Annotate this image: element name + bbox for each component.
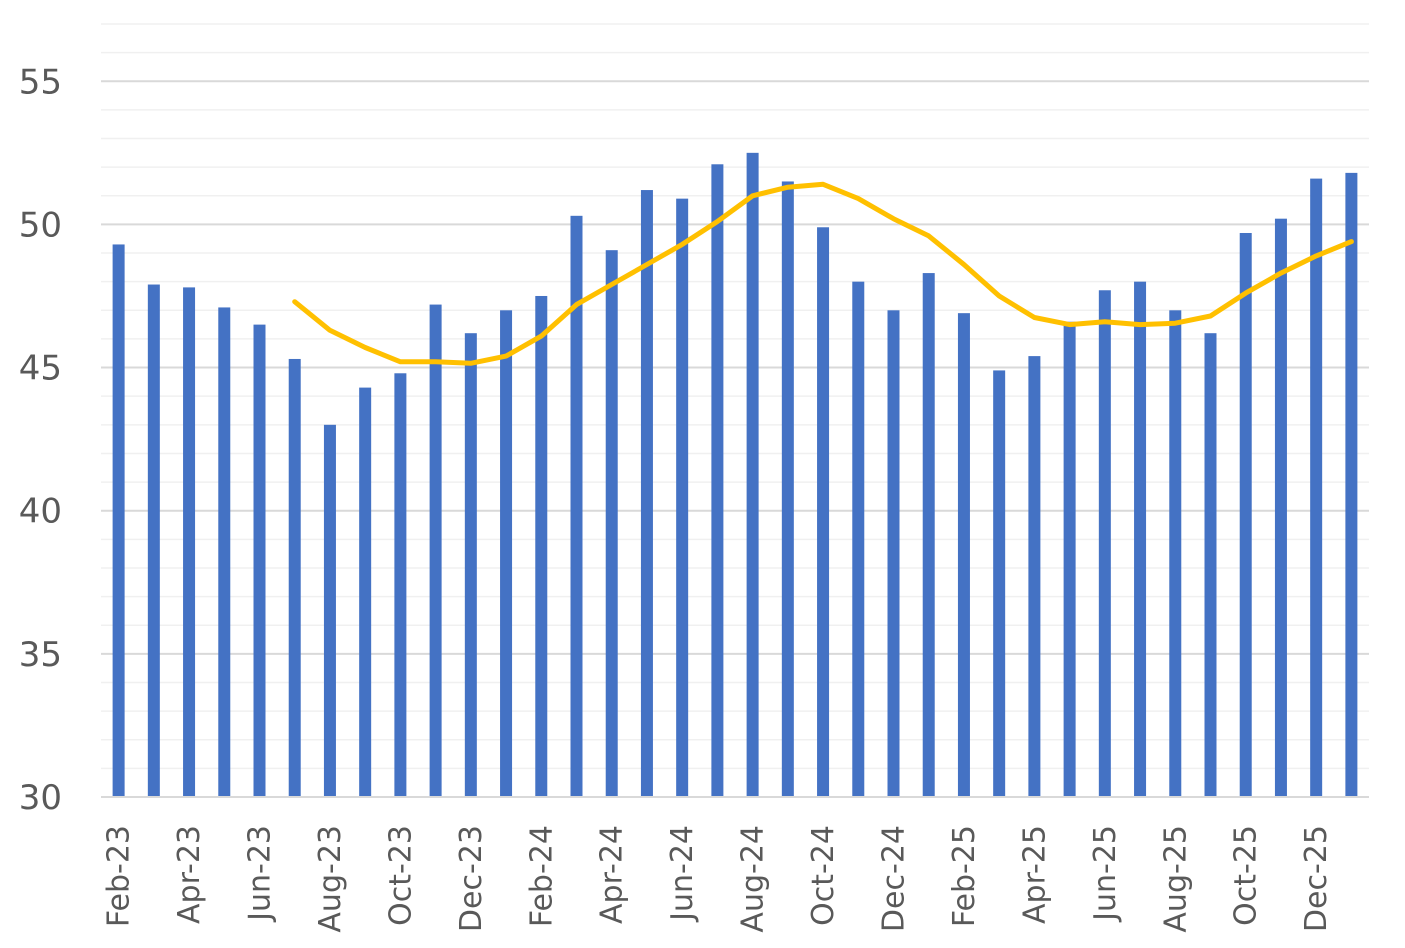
x-tick-label: Oct-24: [806, 825, 841, 926]
gridlines: [101, 23, 1369, 770]
bar: [746, 152, 759, 798]
bar: [1134, 281, 1147, 798]
bar: [1098, 290, 1111, 797]
bar: [1274, 218, 1287, 797]
x-tick-label: Jun-24: [665, 825, 700, 923]
x-tick-label: Feb-23: [102, 825, 137, 927]
x-tick-label: Apr-23: [172, 825, 207, 924]
bar: [1169, 310, 1182, 797]
bar: [570, 215, 583, 798]
bar: [1310, 178, 1323, 798]
bar: [394, 373, 407, 797]
bar: [1063, 321, 1076, 797]
bar: [1239, 232, 1252, 798]
bar: [887, 310, 900, 797]
bar: [957, 313, 970, 797]
bar: [288, 358, 301, 797]
bar: [605, 250, 618, 797]
bar: [464, 333, 477, 797]
bar: [922, 273, 935, 798]
bar: [640, 190, 653, 797]
x-tick-label: Aug-25: [1158, 825, 1193, 933]
x-tick-label: Apr-25: [1017, 825, 1052, 924]
x-tick-label: Apr-24: [595, 825, 630, 924]
bar-series: [112, 152, 1358, 798]
bar: [852, 281, 865, 798]
bar: [676, 198, 689, 797]
bar: [147, 284, 160, 797]
bar: [1345, 172, 1358, 797]
line-series: [292, 181, 1354, 366]
bar: [817, 227, 830, 797]
bar: [781, 181, 794, 798]
bar: [112, 244, 125, 798]
x-tick-label: Dec-23: [454, 825, 489, 932]
y-tick-label: 45: [19, 349, 62, 389]
x-tick-label: Jun-23: [243, 825, 278, 923]
bar: [359, 387, 372, 797]
line-series-path: [292, 181, 1354, 366]
bar: [1028, 356, 1041, 797]
x-tick-label: Feb-24: [524, 825, 559, 927]
y-tick-label: 50: [19, 205, 62, 245]
bar: [218, 307, 231, 797]
x-tick-label: Aug-24: [736, 825, 771, 933]
bar: [253, 324, 266, 797]
x-tick-label: Jun-25: [1088, 825, 1123, 923]
axes: 30 35 40 45 50 55 Feb-23 Apr-23 Jun-23 Aug-23 Oct-…: [19, 62, 1369, 933]
y-tick-label: 30: [19, 778, 62, 818]
y-tick-label: 40: [19, 492, 62, 532]
bar: [429, 304, 442, 797]
x-tick-label: Aug-23: [313, 825, 348, 933]
x-tick-label: Dec-24: [877, 825, 912, 932]
x-tick-label: Feb-25: [947, 825, 982, 927]
bar: [711, 164, 724, 798]
bar: [535, 295, 548, 797]
x-tick-label: Dec-25: [1299, 825, 1334, 932]
bar: [1204, 333, 1217, 797]
x-tick-label: Oct-23: [383, 825, 418, 926]
y-tick-label: 35: [19, 635, 62, 675]
bar: [183, 287, 196, 797]
x-tick-label: Oct-25: [1229, 825, 1264, 926]
bar: [993, 370, 1006, 797]
bar: [500, 310, 513, 797]
bar: [323, 424, 336, 797]
y-tick-label: 55: [19, 62, 62, 102]
